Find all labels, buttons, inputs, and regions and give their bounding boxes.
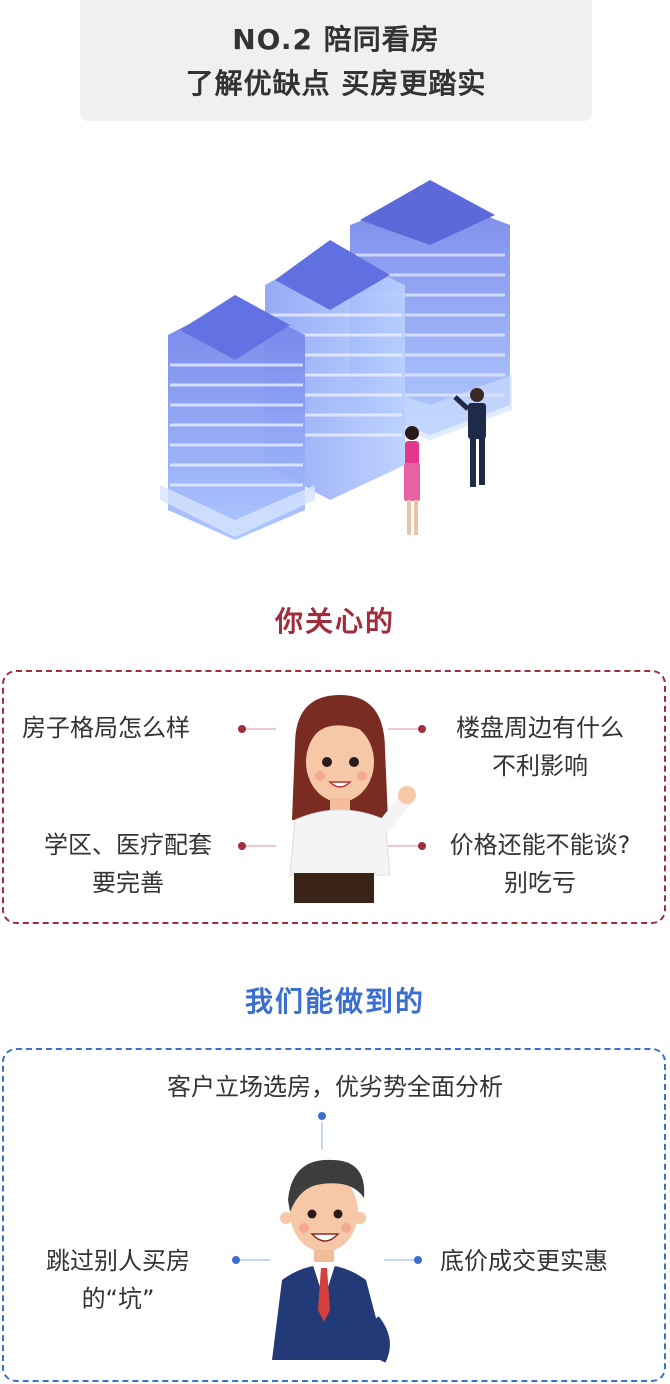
title-line-1: NO.2 陪同看房 [232, 23, 440, 56]
building-short [160, 295, 315, 540]
capability-dot-1 [318, 1112, 326, 1120]
concern-dot-3 [238, 842, 246, 850]
title-line-2: 了解优缺点 买房更踏实 [185, 67, 487, 100]
concern-dot-2 [418, 725, 426, 733]
concern-item-surroundings-line1: 楼盘周边有什么 [456, 714, 624, 742]
buildings-illustration [160, 180, 512, 540]
capability-dot-3 [414, 1256, 422, 1264]
title-banner: NO.2 陪同看房 了解优缺点 买房更踏实 [80, 0, 592, 121]
concern-connector-2 [388, 728, 418, 730]
concern-item-facilities-line2: 要完善 [92, 869, 164, 897]
man-avatar [272, 1159, 390, 1363]
concern-item-facilities-line1: 学区、医疗配套 [44, 831, 212, 859]
concern-item-layout: 房子格局怎么样 [22, 709, 190, 747]
concern-box [2, 670, 666, 924]
concern-connector-3 [246, 845, 276, 847]
capability-item-price: 底价成交更实惠 [440, 1242, 608, 1280]
concern-dot-1 [238, 725, 246, 733]
capability-item-pitfalls-line2: 的“坑” [81, 1285, 155, 1313]
concern-connector-1 [246, 728, 276, 730]
concern-item-facilities: 学区、医疗配套 要完善 [22, 826, 234, 902]
concern-item-layout-line1: 房子格局怎么样 [22, 714, 190, 742]
capability-connector-3 [384, 1259, 414, 1261]
capability-connector-1 [321, 1122, 323, 1150]
concern-item-surroundings: 楼盘周边有什么 不利影响 [438, 709, 642, 785]
capability-item-pitfalls-line1: 跳过别人买房 [46, 1247, 190, 1275]
capability-item-pitfalls: 跳过别人买房 的“坑” [20, 1242, 216, 1318]
capability-box [2, 1048, 666, 1382]
concern-item-price-line1: 价格还能不能谈? [449, 831, 631, 859]
concern-item-surroundings-line2: 不利影响 [492, 752, 588, 780]
capability-heading: 我们能做到的 [244, 985, 425, 1018]
capability-item-analysis: 客户立场选房，优劣势全面分析 [0, 1068, 670, 1106]
man-figure [453, 388, 486, 487]
concern-connector-4 [388, 845, 418, 847]
woman-figure [404, 426, 420, 535]
capability-item-analysis-line1: 客户立场选房，优劣势全面分析 [167, 1073, 503, 1101]
capability-dot-2 [232, 1256, 240, 1264]
concern-item-price: 价格还能不能谈? 别吃亏 [430, 826, 650, 902]
capability-connector-2 [240, 1259, 270, 1261]
woman-avatar [289, 695, 416, 903]
concern-dot-4 [418, 842, 426, 850]
concern-heading: 你关心的 [274, 605, 395, 638]
capability-item-price-line1: 底价成交更实惠 [440, 1247, 608, 1275]
concern-item-price-line2: 别吃亏 [504, 869, 576, 897]
